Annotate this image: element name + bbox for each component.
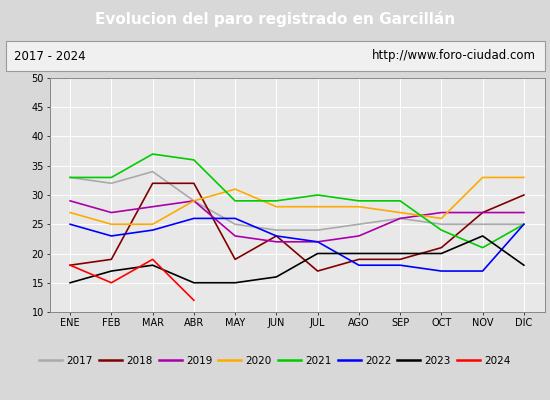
Text: 2017 - 2024: 2017 - 2024 — [14, 50, 85, 62]
Legend: 2017, 2018, 2019, 2020, 2021, 2022, 2023, 2024: 2017, 2018, 2019, 2020, 2021, 2022, 2023… — [35, 352, 515, 370]
FancyBboxPatch shape — [6, 41, 544, 71]
Text: http://www.foro-ciudad.com: http://www.foro-ciudad.com — [372, 50, 536, 62]
Text: Evolucion del paro registrado en Garcillán: Evolucion del paro registrado en Garcill… — [95, 11, 455, 27]
